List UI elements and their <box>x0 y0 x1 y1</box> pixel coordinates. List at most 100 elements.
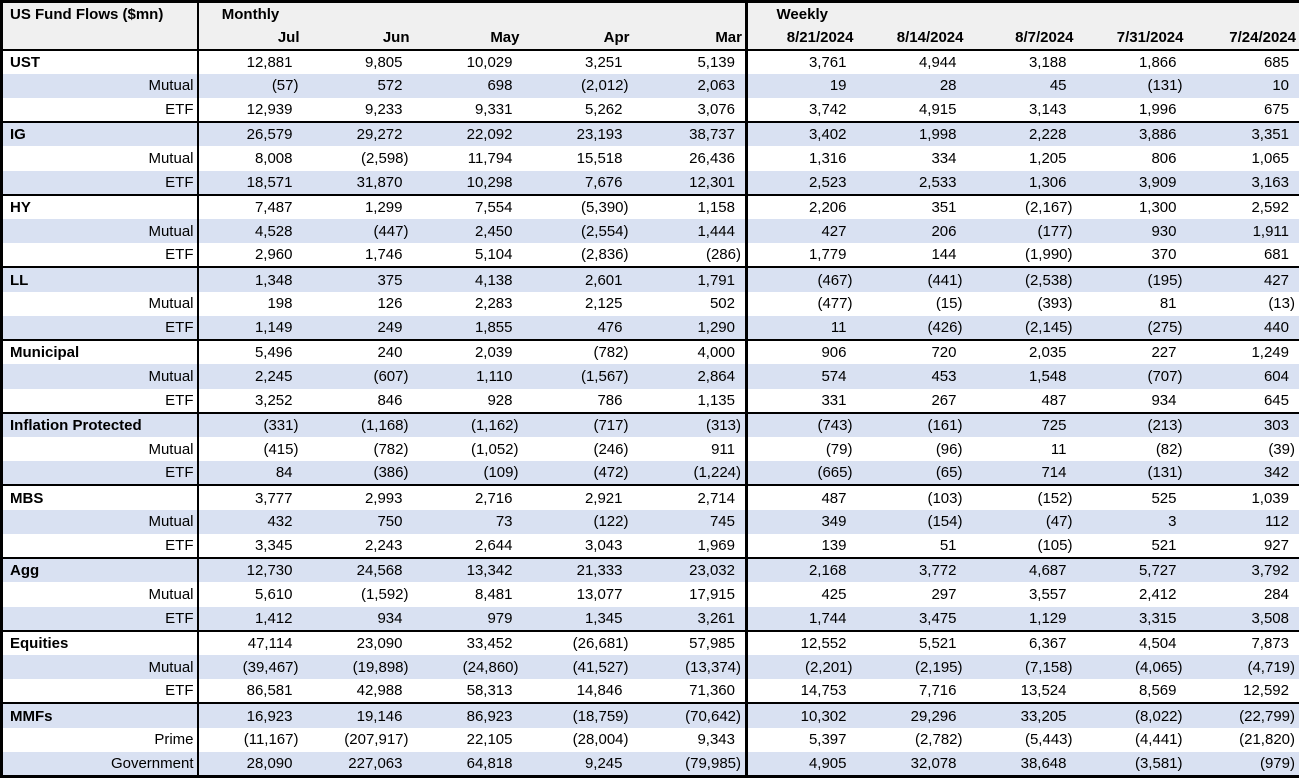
data-cell: 2,644 <box>412 533 523 559</box>
data-cell: 1,065 <box>1186 146 1299 171</box>
data-cell: 1,306 <box>966 170 1077 195</box>
data-cell: (4,065) <box>1076 654 1187 680</box>
table-row: ETF 84 (386) (109) (472) (1,224) (665) (65) 714(… <box>1 461 1299 486</box>
data-cell: (213) <box>1076 411 1187 437</box>
data-cell: 2,168 <box>745 557 857 583</box>
data-cell: 6,367 <box>966 629 1077 655</box>
row-label-sub: ETF <box>1 606 198 631</box>
data-cell: 7,554 <box>412 193 523 220</box>
data-cell: (447) <box>302 219 413 244</box>
row-label-sub: ETF <box>1 461 198 486</box>
data-cell: 2,533 <box>856 170 967 195</box>
data-cell: 2,245 <box>196 364 303 389</box>
data-cell: (70,642) <box>632 702 747 728</box>
table-row: Mutual 4,528 (447) 2,450 (2,554) 1,444 427 206(… <box>1 219 1299 244</box>
data-cell: 3,402 <box>745 121 857 147</box>
table-row: Mutual (39,467) (19,898) (24,860) (41,527) (1… <box>1 654 1299 680</box>
data-cell: 71,360 <box>632 679 747 704</box>
table-row: IG 26,579 29,272 22,092 23,193 38,737 3,402 1,9… <box>1 121 1299 147</box>
row-label-sub: Government <box>1 751 198 777</box>
data-cell: 487 <box>745 484 857 510</box>
data-cell: 476 <box>522 315 633 341</box>
data-cell: (122) <box>522 509 633 534</box>
data-cell: 1,998 <box>856 121 967 147</box>
data-cell: 1,129 <box>966 606 1077 631</box>
data-cell: 227,063 <box>302 751 413 777</box>
data-cell: 10,298 <box>412 170 523 195</box>
data-cell: 33,452 <box>412 629 523 655</box>
data-cell: 4,687 <box>966 557 1077 583</box>
data-cell: (13) <box>1186 291 1299 316</box>
data-cell: (2,782) <box>856 727 967 752</box>
data-cell: 5,104 <box>412 243 523 268</box>
data-cell: 2,035 <box>966 339 1077 365</box>
data-cell: 2,283 <box>412 291 523 316</box>
data-cell: 8,481 <box>412 582 523 607</box>
data-cell: 284 <box>1186 582 1299 607</box>
data-cell: 14,753 <box>745 679 857 704</box>
table-row: Equities 47,114 23,090 33,452 (26,681) 57,985… <box>1 629 1299 655</box>
data-cell: 1,996 <box>1076 97 1187 123</box>
data-cell: 29,272 <box>302 121 413 147</box>
table-row: MMFs 16,923 19,146 86,923 (18,759) (70,642) 10… <box>1 702 1299 728</box>
data-cell: 786 <box>522 388 633 413</box>
data-cell: 1,779 <box>745 243 857 268</box>
data-cell: (1,990) <box>966 243 1077 268</box>
data-cell: 9,331 <box>412 97 523 123</box>
data-cell: (2,538) <box>966 266 1077 292</box>
data-cell: 714 <box>966 461 1077 486</box>
table-row: Prime (11,167) (207,917) 22,105 (28,004) 9,34… <box>1 727 1299 752</box>
data-cell: 5,727 <box>1076 557 1187 583</box>
data-cell: 911 <box>632 437 747 462</box>
data-cell: 1,548 <box>966 364 1077 389</box>
data-cell: (22,799) <box>1186 702 1299 728</box>
data-cell: 3,143 <box>966 97 1077 123</box>
data-cell: 5,139 <box>632 48 747 74</box>
data-cell: 745 <box>632 509 747 534</box>
data-cell: 1,969 <box>632 533 747 559</box>
data-cell: 3,163 <box>1186 170 1299 195</box>
data-cell: 4,504 <box>1076 629 1187 655</box>
data-cell: (24,860) <box>412 654 523 680</box>
data-cell: 934 <box>302 606 413 631</box>
data-cell: (105) <box>966 533 1077 559</box>
data-cell: 521 <box>1076 533 1187 559</box>
table-row: ETF 1,149 249 1,855 476 1,290 11 (426) (2,145) (2… <box>1 315 1299 341</box>
data-cell: 12,730 <box>196 557 303 583</box>
data-cell: 10 <box>1186 73 1299 98</box>
data-cell: 26,436 <box>632 146 747 171</box>
data-cell: 349 <box>745 509 857 534</box>
data-cell: 3,508 <box>1186 606 1299 631</box>
data-cell: (18,759) <box>522 702 633 728</box>
row-label-sub: Mutual <box>1 146 198 171</box>
table-row: Mutual 2,245 (607) 1,110 (1,567) 2,864 574 453 1… <box>1 364 1299 389</box>
data-cell: 2,063 <box>632 73 747 98</box>
data-cell: 1,299 <box>302 193 413 220</box>
row-label-sub: ETF <box>1 243 198 268</box>
table-row: ETF 2,960 1,746 5,104 (2,836) (286) 1,779 144 (1… <box>1 243 1299 268</box>
data-cell: 303 <box>1186 411 1299 437</box>
data-cell: 4,905 <box>745 751 857 777</box>
data-cell: (472) <box>522 461 633 486</box>
data-cell: 112 <box>1186 509 1299 534</box>
data-cell: 3,792 <box>1186 557 1299 583</box>
data-cell: (2,167) <box>966 193 1077 220</box>
column-header: 7/24/2024 <box>1186 26 1299 51</box>
data-cell: (65) <box>856 461 967 486</box>
data-cell: (2,836) <box>522 243 633 268</box>
row-label-group: Inflation Protected <box>1 411 198 437</box>
row-label-group: UST <box>1 48 198 74</box>
data-cell: 3,886 <box>1076 121 1187 147</box>
data-cell: (979) <box>1186 751 1299 777</box>
data-cell: 927 <box>1186 533 1299 559</box>
column-header: Mar <box>632 26 747 51</box>
data-cell: (467) <box>745 266 857 292</box>
data-cell: 342 <box>1186 461 1299 486</box>
data-cell: 453 <box>856 364 967 389</box>
data-cell: 806 <box>1076 146 1187 171</box>
data-cell: (109) <box>412 461 523 486</box>
row-label-sub: Mutual <box>1 73 198 98</box>
data-cell: 249 <box>302 315 413 341</box>
data-cell: (41,527) <box>522 654 633 680</box>
data-cell: 3,351 <box>1186 121 1299 147</box>
